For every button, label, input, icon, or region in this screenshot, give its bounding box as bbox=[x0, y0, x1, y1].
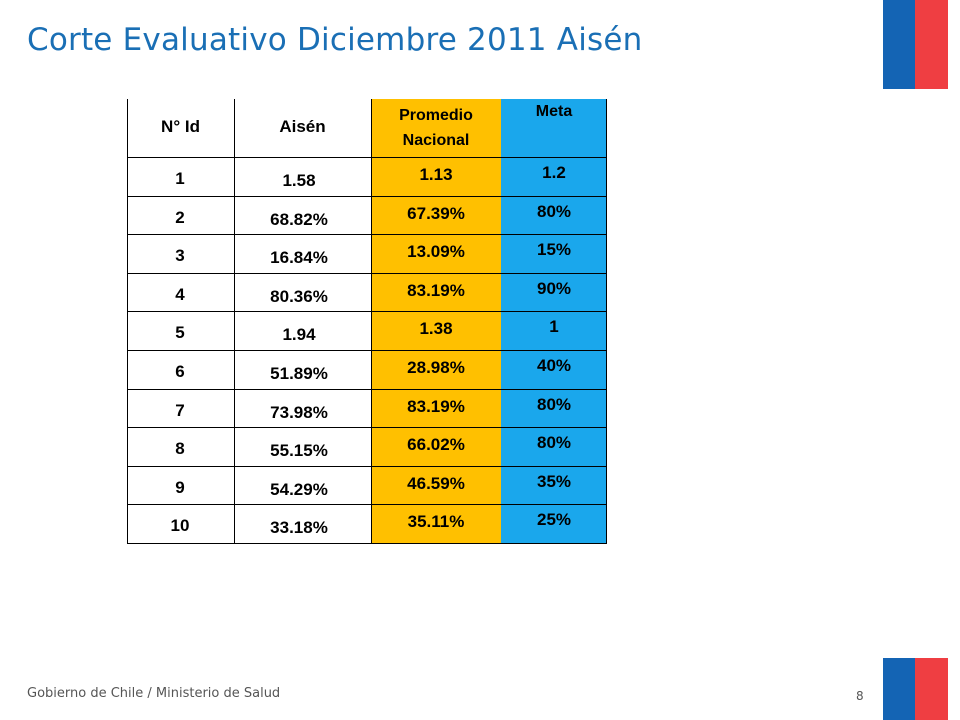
cell-promedio: 46.59% bbox=[407, 473, 465, 493]
table-row: 7 73.98% 83.19% 80% bbox=[127, 389, 607, 429]
cell-meta: 1 bbox=[549, 317, 559, 337]
cell-promedio: 35.11% bbox=[407, 512, 465, 532]
header-promedio-nacional: Promedio Nacional bbox=[371, 103, 501, 153]
cell-aisen: 80.36% bbox=[270, 286, 328, 306]
cell-meta: 35% bbox=[536, 471, 572, 491]
flag-red-stripe bbox=[915, 0, 948, 89]
cell-promedio: 83.19% bbox=[407, 280, 465, 300]
header-aisen: Aisén bbox=[279, 117, 326, 136]
cell-aisen: 68.82% bbox=[270, 209, 328, 229]
cell-promedio: 28.98% bbox=[407, 358, 465, 377]
cell-aisen: 55.15% bbox=[270, 441, 328, 461]
cell-id: 10 bbox=[170, 516, 190, 536]
chile-flag-logo-top bbox=[883, 0, 948, 89]
table-row: 5 1.94 1.38 1 bbox=[127, 311, 607, 351]
cell-aisen: 33.18% bbox=[270, 518, 328, 538]
page-number: 8 bbox=[856, 689, 864, 703]
table-row: 3 16.84% 13.09% 15% bbox=[127, 234, 607, 274]
promedio-column-background bbox=[371, 99, 501, 543]
table-divider-2 bbox=[371, 99, 372, 543]
cell-id: 4 bbox=[175, 284, 185, 304]
cell-promedio: 13.09% bbox=[407, 242, 465, 262]
header-meta: Meta bbox=[535, 103, 573, 120]
cell-meta: 90% bbox=[536, 278, 572, 298]
cell-meta: 1.2 bbox=[542, 163, 566, 182]
cell-meta: 15% bbox=[536, 240, 572, 260]
chile-flag-logo-bottom bbox=[883, 658, 948, 720]
cell-aisen: 16.84% bbox=[270, 248, 328, 268]
table-border-left bbox=[127, 99, 128, 543]
header-id: N° Id bbox=[161, 117, 200, 136]
table-row: 8 55.15% 66.02% 80% bbox=[127, 427, 607, 467]
cell-promedio: 83.19% bbox=[407, 396, 465, 416]
header-promedio-line2: Nacional bbox=[402, 132, 470, 149]
footer-text: Gobierno de Chile / Ministerio de Salud bbox=[27, 686, 281, 701]
cell-id: 2 bbox=[175, 207, 185, 227]
cell-promedio: 66.02% bbox=[407, 435, 465, 455]
table-border-right bbox=[606, 99, 607, 543]
cell-aisen: 1.58 bbox=[282, 171, 316, 190]
cell-meta: 40% bbox=[536, 356, 572, 375]
flag-red-stripe bbox=[915, 658, 948, 720]
cell-aisen: 1.94 bbox=[282, 325, 316, 345]
cell-meta: 25% bbox=[536, 510, 572, 530]
cell-aisen: 73.98% bbox=[270, 402, 328, 422]
cell-id: 9 bbox=[175, 477, 185, 497]
cell-promedio: 1.38 bbox=[419, 319, 453, 339]
flag-blue-stripe bbox=[883, 0, 915, 89]
table-row: 4 80.36% 83.19% 90% bbox=[127, 273, 607, 313]
table-row: 1 1.58 1.13 1.2 bbox=[127, 157, 607, 197]
table-row: 6 51.89% 28.98% 40% bbox=[127, 350, 607, 390]
cell-aisen: 51.89% bbox=[270, 364, 328, 383]
table-header-row: N° Id Aisén Promedio Nacional Meta bbox=[127, 99, 607, 158]
cell-meta: 80% bbox=[536, 201, 572, 221]
cell-id: 6 bbox=[175, 362, 185, 381]
cell-promedio: 1.13 bbox=[419, 165, 453, 184]
cell-id: 8 bbox=[175, 439, 185, 459]
table-row: 2 68.82% 67.39% 80% bbox=[127, 196, 607, 236]
cell-meta: 80% bbox=[536, 433, 572, 453]
cell-id: 1 bbox=[175, 169, 185, 188]
flag-blue-stripe bbox=[883, 658, 915, 720]
meta-column-background bbox=[501, 99, 607, 543]
slide-title: Corte Evaluativo Diciembre 2011 Aisén bbox=[27, 22, 643, 58]
cell-aisen: 54.29% bbox=[270, 479, 328, 499]
table-divider-1 bbox=[234, 99, 235, 543]
table-row: 9 54.29% 46.59% 35% bbox=[127, 466, 607, 506]
cell-id: 7 bbox=[175, 400, 185, 420]
header-promedio-line1: Promedio bbox=[399, 107, 473, 124]
data-table: N° Id Aisén Promedio Nacional Meta 1 1.58… bbox=[127, 99, 607, 544]
table-row: 10 33.18% 35.11% 25% bbox=[127, 504, 607, 544]
cell-id: 3 bbox=[175, 246, 185, 266]
cell-promedio: 67.39% bbox=[407, 203, 465, 223]
cell-id: 5 bbox=[175, 323, 185, 343]
cell-meta: 80% bbox=[536, 394, 572, 414]
